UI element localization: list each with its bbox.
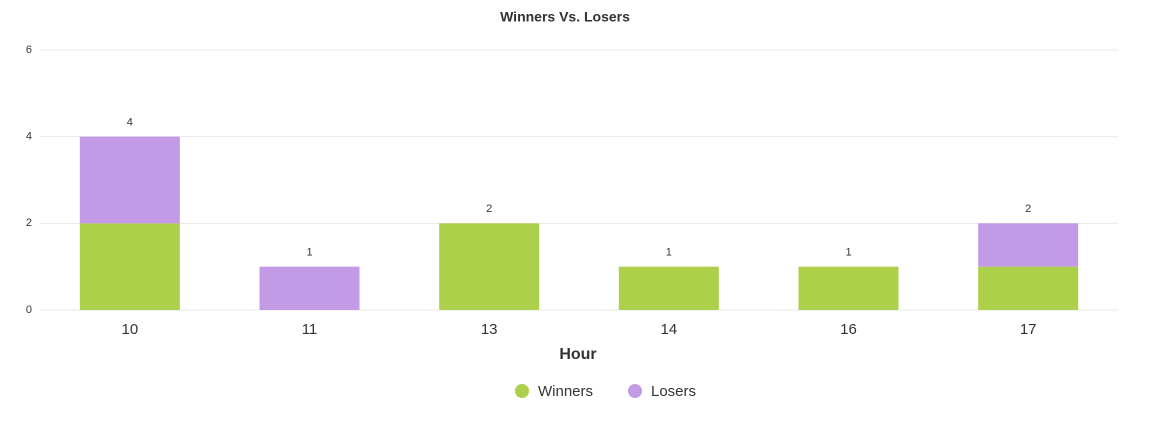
total-label: 1 [666, 247, 672, 259]
legend-label: Losers [651, 383, 696, 400]
bar-segment [79, 223, 180, 310]
legend-label: Winners [538, 383, 593, 400]
legend-marker [628, 384, 642, 398]
bar-segment [439, 223, 540, 310]
total-label: 1 [845, 247, 851, 259]
total-label: 2 [1025, 203, 1031, 215]
bar-segment [79, 136, 180, 224]
total-label: 1 [306, 247, 312, 259]
x-axis-label: Hour [559, 346, 596, 363]
x-tick-label: 11 [302, 321, 318, 338]
y-tick-label: 2 [26, 217, 32, 229]
x-tick-label: 14 [660, 321, 677, 338]
total-label: 4 [127, 117, 133, 129]
x-tick-label: 16 [840, 321, 857, 338]
total-label: 2 [486, 203, 492, 215]
bar-segment [618, 266, 719, 310]
x-tick-label: 10 [121, 321, 138, 338]
chart-title: Winners Vs. Losers [500, 9, 630, 25]
legend-marker [515, 384, 529, 398]
bar-segment [798, 266, 899, 310]
bar-segment [978, 223, 1079, 267]
y-tick-label: 6 [26, 44, 32, 56]
bar-segment [259, 266, 360, 310]
y-tick-label: 4 [26, 131, 32, 143]
bar-segment [978, 266, 1079, 310]
x-tick-label: 13 [481, 321, 498, 338]
y-tick-label: 0 [26, 304, 32, 316]
x-tick-label: 17 [1020, 321, 1037, 338]
